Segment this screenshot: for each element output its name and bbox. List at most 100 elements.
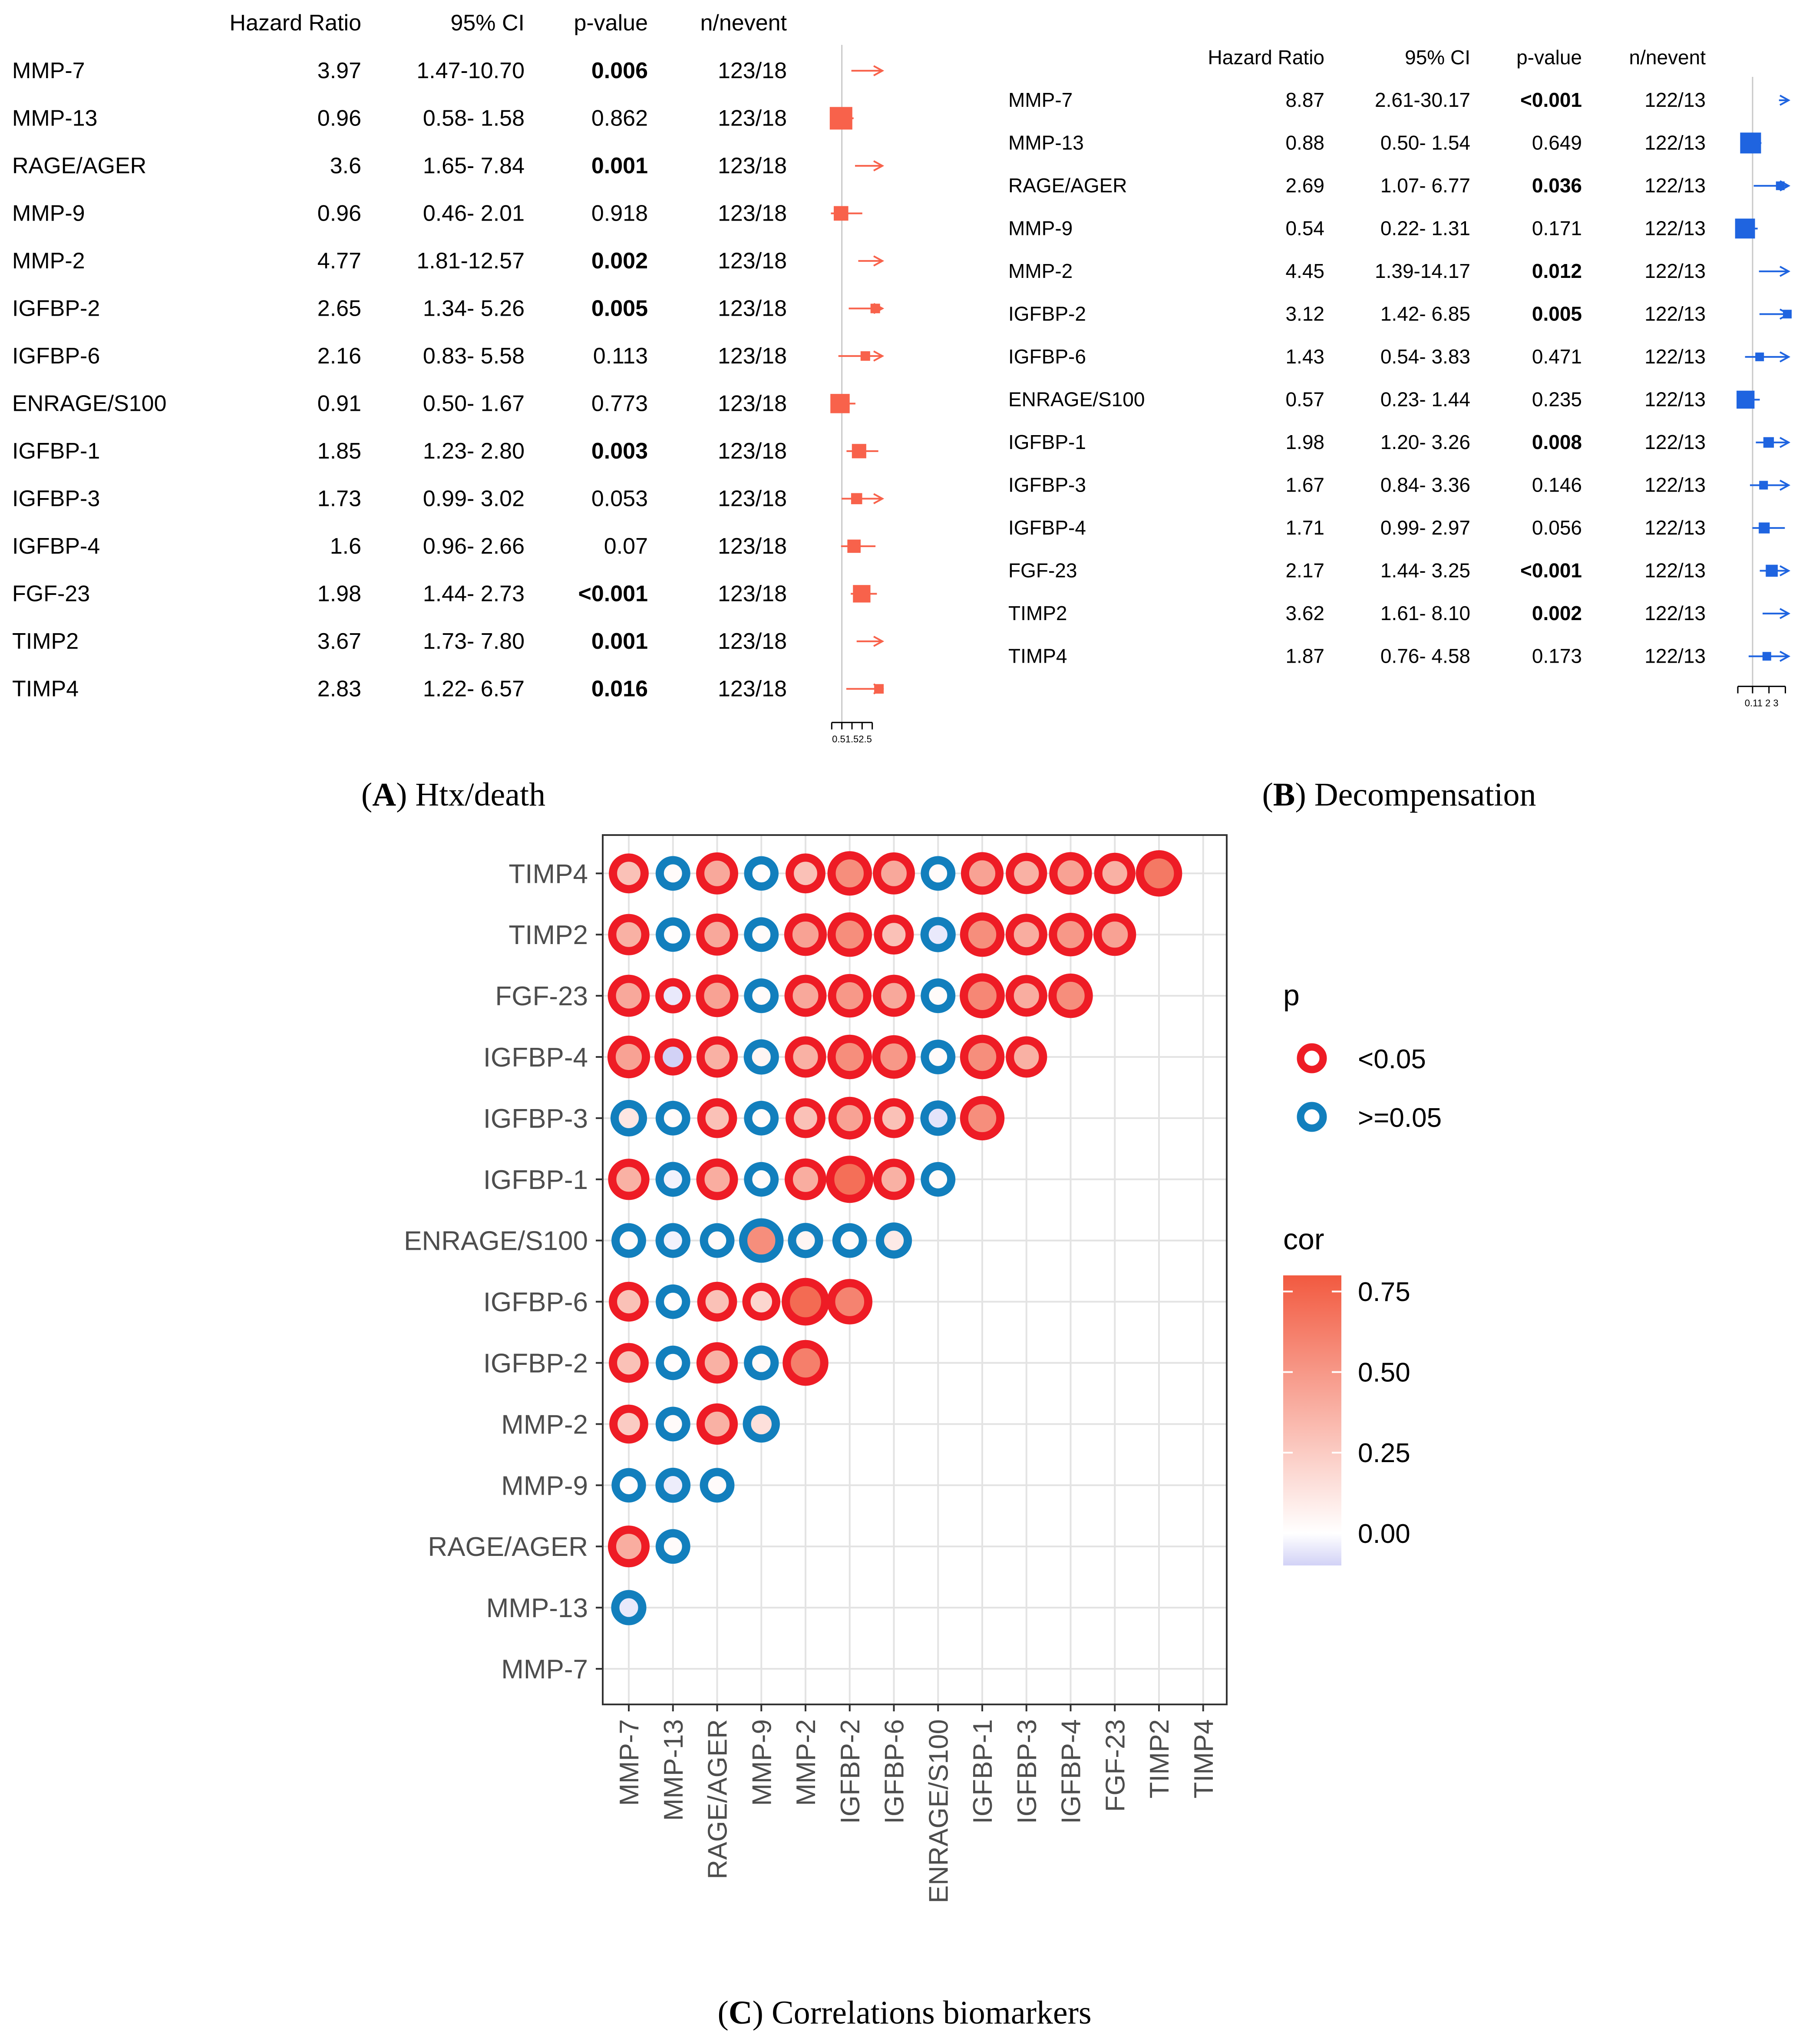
table-row: TIMP4 2.83 1.22- 6.57 0.016 123/18	[12, 677, 787, 702]
legend-p-sig-symbol	[1297, 1043, 1327, 1073]
corr-point-mmp-13-mmp-7	[611, 1590, 647, 1625]
row-label-igfbp-6: IGFBP-6	[1008, 345, 1086, 368]
y-axis-label-igfbp-4: IGFBP-4	[483, 1043, 588, 1073]
corr-point-enrage-s100-mmp-9	[739, 1218, 784, 1263]
header-p-value: p-value	[1516, 46, 1582, 69]
corr-point-timp4-igfbp-6	[873, 852, 915, 895]
hazard-ratio-value: 0.88	[1285, 132, 1324, 154]
table-row: IGFBP-2 2.65 1.34- 5.26 0.005 123/18	[12, 296, 787, 321]
p-value: 0.171	[1532, 217, 1582, 240]
hazard-ratio-value: 0.57	[1285, 388, 1324, 411]
corr-point-timp2-mmp-13	[656, 917, 690, 952]
y-axis-label-timp2: TIMP2	[508, 920, 588, 950]
corr-point-igfbp-4-mmp-9	[743, 1039, 779, 1075]
table-row: MMP-9 0.54 0.22- 1.31 0.171 122/13	[1008, 217, 1706, 240]
corr-point-enrage-s100-igfbp-2	[832, 1223, 867, 1258]
row-label-mmp-9: MMP-9	[12, 201, 85, 226]
table-row: TIMP2 3.62 1.61- 8.10 0.002 122/13	[1008, 602, 1706, 624]
corr-point-mmp-9-mmp-13	[655, 1467, 691, 1503]
estimate-box-enrage-s100	[830, 394, 850, 413]
ci-value: 1.39-14.17	[1375, 260, 1470, 282]
legend-cor-tick-label: 0.50	[1358, 1358, 1410, 1388]
p-value: 0.003	[591, 439, 648, 464]
corr-point-timp2-fgf-23	[1093, 913, 1136, 956]
header-hazard-ratio: Hazard Ratio	[1208, 46, 1324, 69]
y-axis-label-igfbp-1: IGFBP-1	[483, 1165, 588, 1195]
ci-value: 0.23- 1.44	[1380, 388, 1470, 411]
x-axis-label-timp4: TIMP4	[1189, 1719, 1219, 1799]
corr-point-igfbp-4-mmp-2	[785, 1036, 826, 1078]
legend-cor-tick-label: 0.00	[1358, 1519, 1410, 1549]
corr-point-igfbp-4-enrage-s100	[921, 1040, 956, 1074]
p-value: 0.008	[1532, 431, 1582, 453]
x-axis-label-mmp-9: MMP-9	[747, 1719, 777, 1806]
corr-point-timp2-igfbp-6	[874, 915, 914, 955]
legend-p-nonsig-label: >=0.05	[1358, 1103, 1442, 1133]
n-nevent-value: 123/18	[718, 153, 787, 178]
x-axis-label-igfbp-1: IGFBP-1	[968, 1719, 998, 1824]
corr-point-igfbp-2-mmp-13	[656, 1345, 690, 1380]
hazard-ratio-value: 1.67	[1285, 474, 1324, 496]
legend-p-sig-label: <0.05	[1358, 1044, 1426, 1074]
n-nevent-value: 122/13	[1644, 559, 1706, 582]
ci-arrow-timp4	[1780, 651, 1791, 662]
row-label-mmp-7: MMP-7	[12, 58, 85, 83]
corr-point-igfbp-2-rage-ager	[696, 1342, 738, 1384]
corr-point-igfbp-3-mmp-9	[744, 1100, 779, 1136]
n-nevent-value: 123/18	[718, 296, 787, 321]
hazard-ratio-value: 3.97	[317, 58, 361, 83]
estimate-box-igfbp-6	[860, 351, 870, 361]
corr-point-timp4-fgf-23	[1094, 852, 1136, 894]
p-value: 0.053	[591, 486, 648, 512]
row-label-igfbp-6: IGFBP-6	[12, 343, 100, 369]
table-row: IGFBP-3 1.73 0.99- 3.02 0.053 123/18	[12, 486, 787, 512]
axis-tick-labels: 0.11 2 3	[1745, 698, 1779, 709]
corr-point-rage-ager-mmp-13	[655, 1529, 690, 1564]
ci-value: 1.44- 2.73	[423, 581, 525, 607]
ci-value: 0.22- 1.31	[1380, 217, 1470, 240]
p-value: 0.001	[591, 629, 648, 654]
legend-cor-tick-label: 0.75	[1358, 1277, 1410, 1307]
estimate-box-igfbp-2	[870, 304, 880, 314]
hazard-ratio-value: 2.83	[317, 677, 361, 702]
corr-point-timp2-rage-ager	[696, 913, 738, 956]
table-row: TIMP2 3.67 1.73- 7.80 0.001 123/18	[12, 629, 787, 654]
hazard-ratio-value: 4.45	[1285, 260, 1324, 282]
table-row: IGFBP-4 1.71 0.99- 2.97 0.056 122/13	[1008, 516, 1706, 539]
n-nevent-value: 122/13	[1644, 260, 1706, 282]
ci-value: 1.20- 3.26	[1380, 431, 1470, 453]
header-n-nevent: n/nevent	[1629, 46, 1706, 69]
table-row: ENRAGE/S100 0.57 0.23- 1.44 0.235 122/13	[1008, 388, 1706, 411]
y-axis-label-mmp-13: MMP-13	[486, 1593, 588, 1623]
corr-axes: MMP-7 MMP-7 MMP-13 MMP-13 RAGE/AGER RAGE/AGER…	[404, 859, 1219, 1903]
corr-point-igfbp-6-mmp-13	[656, 1284, 690, 1319]
corr-point-igfbp-6-mmp-9	[742, 1282, 781, 1321]
p-value: 0.016	[591, 677, 648, 702]
forest-x-axis: 0.11 2 3	[1737, 686, 1786, 709]
hazard-ratio-value: 2.16	[317, 343, 361, 369]
ci-value: 0.84- 3.36	[1380, 474, 1470, 496]
y-axis-label-igfbp-3: IGFBP-3	[483, 1104, 588, 1134]
p-value: 0.002	[1532, 602, 1582, 624]
estimate-box-igfbp-2	[1783, 310, 1792, 319]
corr-point-timp2-igfbp-4	[1049, 913, 1093, 957]
panel-caption: (C) Correlations biomarkers	[717, 1994, 1091, 2031]
corr-point-timp4-enrage-s100	[921, 856, 956, 891]
corr-point-fgf-23-mmp-13	[655, 978, 691, 1014]
row-label-rage-ager: RAGE/AGER	[12, 153, 146, 178]
ci-value: 0.76- 4.58	[1380, 645, 1470, 667]
p-value: 0.862	[591, 106, 648, 131]
n-nevent-value: 122/13	[1644, 132, 1706, 154]
corr-point-timp2-mmp-7	[608, 914, 650, 955]
table-row: IGFBP-1 1.85 1.23- 2.80 0.003 123/18	[12, 439, 787, 464]
corr-point-timp4-timp2	[1136, 850, 1182, 897]
row-label-mmp-7: MMP-7	[1008, 89, 1073, 111]
estimate-box-igfbp-1	[852, 444, 866, 459]
corr-point-igfbp-6-igfbp-2	[827, 1279, 873, 1324]
corr-point-igfbp-1-mmp-9	[744, 1162, 779, 1197]
caption-text: ) Htx/death	[396, 776, 545, 813]
table-row: ENRAGE/S100 0.91 0.50- 1.67 0.773 123/18	[12, 391, 787, 416]
ci-value: 0.83- 5.58	[423, 343, 525, 369]
corr-point-igfbp-3-mmp-13	[655, 1100, 690, 1136]
corr-point-timp4-mmp-9	[744, 856, 779, 891]
